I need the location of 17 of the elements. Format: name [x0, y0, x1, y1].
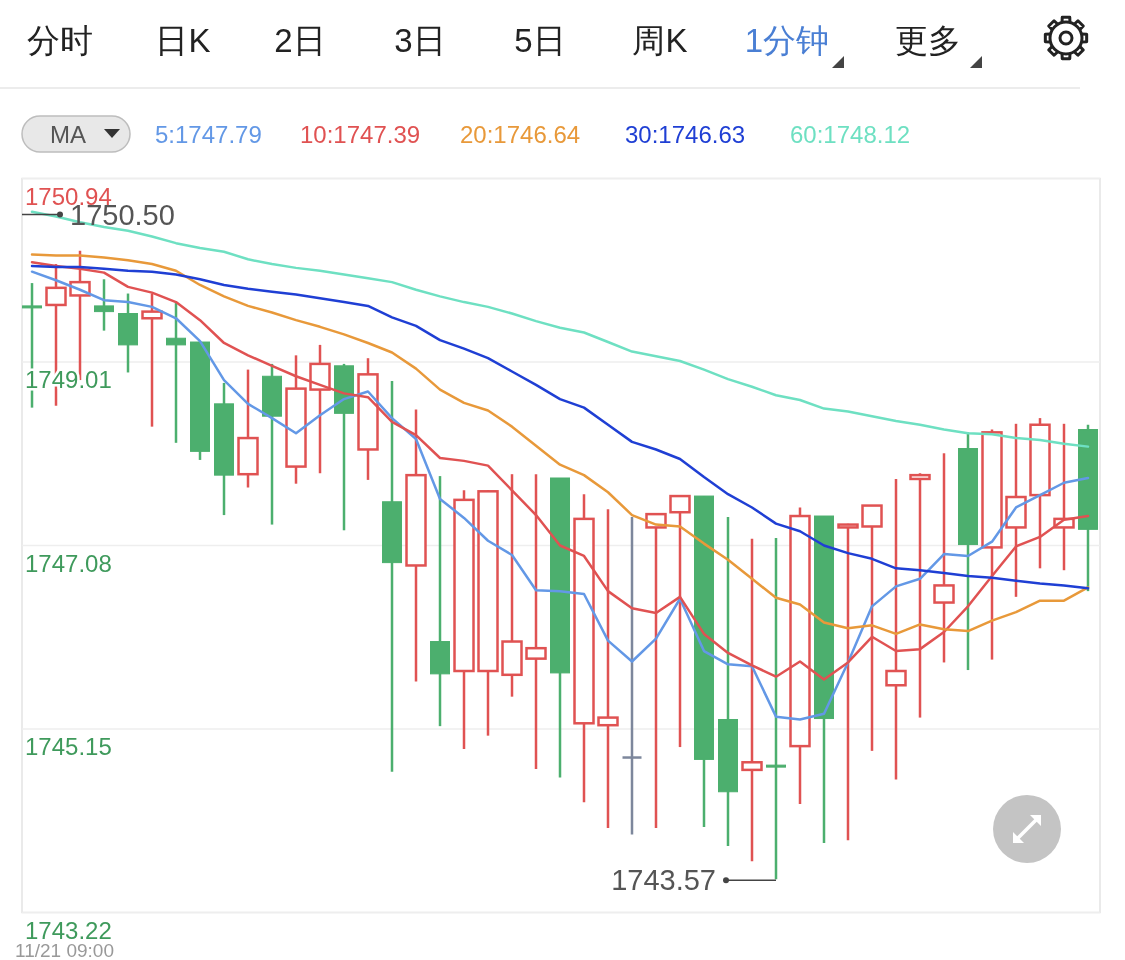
annotation: 1743.57 — [611, 864, 716, 897]
y-tick-label: 1745.15 — [25, 733, 112, 760]
y-tick-label: 1747.08 — [25, 549, 112, 577]
text: 日K — [155, 22, 211, 59]
text: 2日 — [274, 22, 326, 59]
text: 更多 — [895, 22, 961, 59]
text: 分时 — [27, 22, 93, 59]
text: 1分钟 — [744, 22, 830, 59]
text: 30:1746.63 — [625, 121, 746, 148]
text: 60:1748.12 — [790, 121, 911, 148]
text: MA — [50, 121, 86, 148]
text: 3日 — [394, 22, 446, 59]
text: 10:1747.39 — [300, 121, 421, 148]
text: 20:1746.64 — [460, 121, 581, 148]
text: 5:1747.79 — [155, 121, 262, 148]
text: 周K — [632, 22, 688, 59]
text: 5日 — [514, 22, 566, 59]
